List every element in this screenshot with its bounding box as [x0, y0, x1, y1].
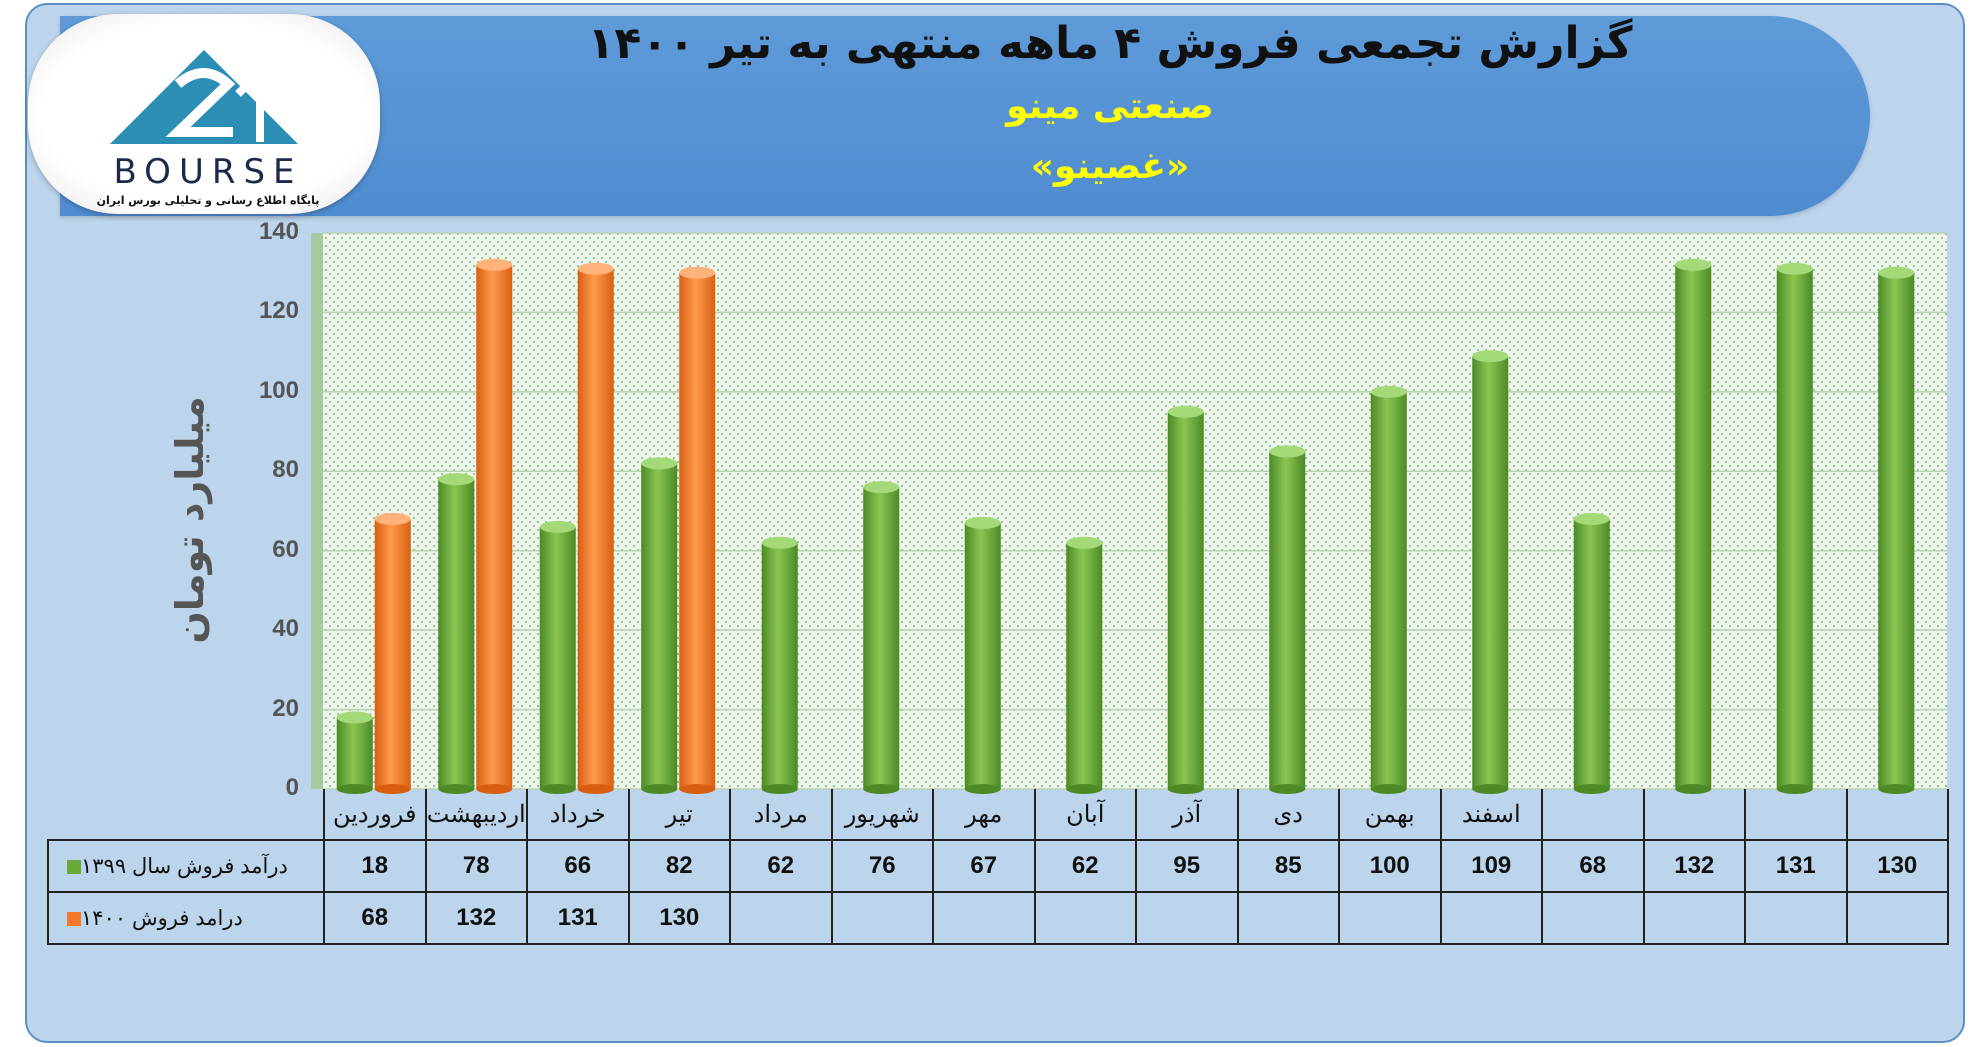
y-tick-label: 20	[272, 694, 299, 722]
data-cell	[830, 891, 934, 945]
data-cell: 95	[1135, 839, 1239, 893]
data-cell	[1845, 891, 1949, 945]
x-category-label: بهمن	[1338, 789, 1442, 841]
x-category-label	[1541, 789, 1645, 841]
company-name: صنعتی مینو	[1006, 86, 1214, 127]
ticker-symbol: «غصینو»	[1030, 146, 1190, 187]
data-cell: 132	[1642, 839, 1746, 893]
data-cell	[729, 891, 833, 945]
logo-tagline: پایگاه اطلاع رسانی و تحلیلی بورس ایران	[96, 194, 320, 207]
data-cell: 109	[1439, 839, 1543, 893]
data-cell	[932, 891, 1036, 945]
y-tick-label: 60	[272, 535, 299, 563]
y-tick-label: 80	[272, 456, 299, 484]
data-cell: 82	[627, 839, 731, 893]
x-category-label: فروردین	[323, 789, 427, 841]
y-tick-label: 140	[258, 218, 299, 245]
x-category-label: خرداد	[526, 789, 630, 841]
data-cell: 130	[1845, 839, 1949, 893]
x-category-label	[1845, 789, 1949, 841]
data-cell	[1236, 891, 1340, 945]
x-category-label: آبان	[1033, 789, 1137, 841]
data-cell: 78	[424, 839, 528, 893]
legend-swatch	[67, 859, 81, 874]
x-category-label: اسفند	[1439, 789, 1543, 841]
data-cell: 85	[1236, 839, 1340, 893]
data-cell: 66	[526, 839, 630, 893]
y-axis-label: میلیارد تومان	[168, 396, 212, 644]
x-category-label	[1642, 789, 1746, 841]
category-row: فروردین اردیبهشت خرداد تیر مرداد شهریور مهر آبا…	[48, 789, 1949, 841]
x-category-label: مرداد	[729, 789, 833, 841]
data-cell: 131	[526, 891, 630, 945]
x-category-label: آذر	[1135, 789, 1239, 841]
data-cell: 62	[1033, 839, 1137, 893]
data-cell	[1439, 891, 1543, 945]
data-cell	[1642, 891, 1746, 945]
x-category-label: شهریور	[830, 789, 934, 841]
data-cell: 68	[1541, 839, 1645, 893]
y-tick-label: 120	[258, 297, 299, 325]
legend-label: درامد فروش ۱۴۰۰	[81, 906, 243, 930]
data-cell: 62	[729, 839, 833, 893]
legend-entry: درامد فروش ۱۴۰۰	[47, 891, 325, 945]
series-1400-row: درامد فروش ۱۴۰۰ 68 132 131 130	[47, 891, 1949, 945]
report-title: گزارش تجمعی فروش ۴ ماهه منتهی به تیر ۱۴۰…	[587, 18, 1633, 69]
series-1399-row: درآمد فروش سال ۱۳۹۹ 18 78 66 82 62 76 67 62 95 85 1…	[47, 839, 1949, 893]
logo-triangle-icon	[110, 50, 298, 144]
y-tick-label: 100	[258, 376, 299, 404]
data-cell: 132	[424, 891, 528, 945]
data-cell	[1744, 891, 1848, 945]
data-cell: 68	[323, 891, 427, 945]
data-cell	[1135, 891, 1239, 945]
data-cell: 67	[932, 839, 1036, 893]
legend-swatch	[67, 911, 81, 926]
data-cell	[1541, 891, 1645, 945]
logo-wordmark: BOURSE	[113, 152, 303, 192]
x-category-label: تیر	[627, 789, 731, 841]
data-cell: 100	[1338, 839, 1442, 893]
data-cell	[1338, 891, 1442, 945]
y-tick-label: 0	[285, 774, 299, 801]
data-table: فروردین اردیبهشت خرداد تیر مرداد شهریور مهر آبا…	[47, 789, 1949, 945]
data-cell: 130	[627, 891, 731, 945]
y-tick-label: 40	[272, 615, 299, 643]
table-corner	[48, 789, 324, 840]
data-cell	[1033, 891, 1137, 945]
bourse-logo: BOURSE پایگاه اطلاع رسانی و تحلیلی بورس …	[28, 14, 380, 214]
x-category-label	[1744, 789, 1848, 841]
data-cell: 18	[323, 839, 427, 893]
legend-label: درآمد فروش سال ۱۳۹۹	[81, 854, 288, 878]
legend-entry: درآمد فروش سال ۱۳۹۹	[47, 839, 325, 893]
x-category-label: مهر	[932, 789, 1036, 841]
x-category-label: اردیبهشت	[424, 789, 528, 841]
data-cell: 76	[830, 839, 934, 893]
data-cell: 131	[1744, 839, 1848, 893]
x-category-label: دی	[1236, 789, 1340, 841]
